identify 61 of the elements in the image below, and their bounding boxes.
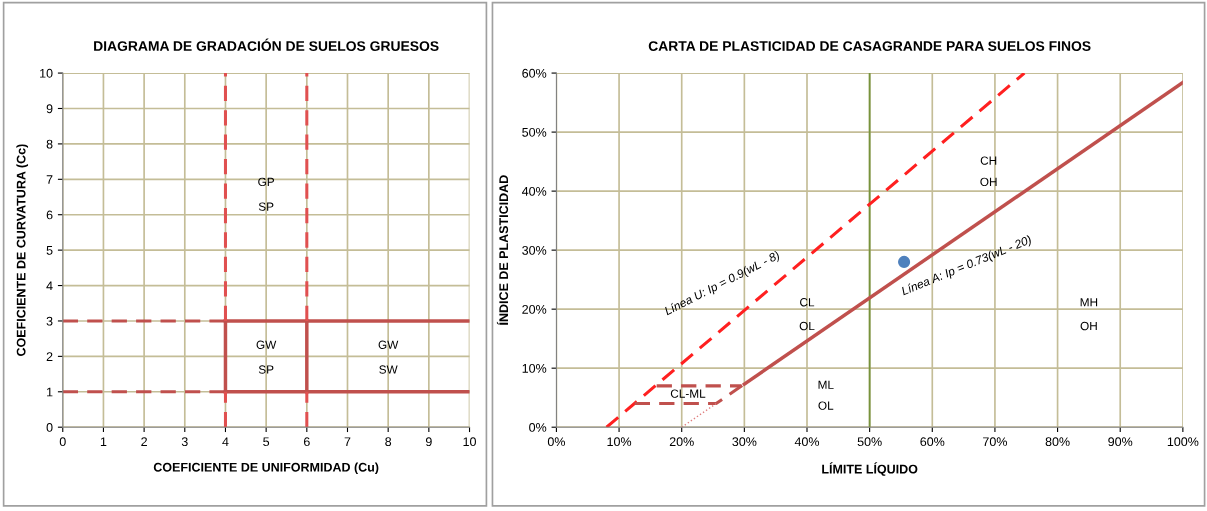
annotation: CH	[980, 156, 997, 165]
x-tick-label: 3	[181, 437, 188, 447]
annotation: SP	[258, 365, 274, 374]
annotation: OL	[818, 401, 834, 410]
x-tick-label: 10	[463, 437, 476, 447]
annotation: CL-ML	[670, 389, 706, 398]
x-axis-title: LÍMITE LÍQUIDO	[822, 462, 918, 476]
y-tick-label: 7	[46, 175, 53, 184]
y-tick-label: 0%	[529, 423, 547, 432]
x-tick-label: 90%	[1108, 437, 1133, 447]
x-tick-label: 0%	[547, 437, 566, 447]
annotation: GP	[258, 177, 275, 187]
y-tick-label: 50%	[522, 127, 547, 137]
x-tick-label: 70%	[983, 437, 1007, 447]
x-tick-label: 6	[303, 437, 310, 447]
annotation: GW	[378, 340, 399, 349]
annotation: SP	[258, 202, 274, 211]
annotation: SW	[379, 365, 398, 374]
y-tick-label: 10	[40, 68, 53, 78]
y-tick-label: 8	[46, 139, 53, 149]
x-tick-label: 4	[222, 437, 229, 446]
x-tick-label: 7	[344, 437, 351, 446]
annotation: ML	[818, 380, 834, 389]
y-tick-label: 9	[46, 104, 53, 114]
y-tick-label: 10%	[522, 363, 547, 373]
y-axis-title: COEFICIENTE DE CURVATURA (Cc)	[16, 144, 29, 356]
x-tick-label: 5	[263, 437, 270, 447]
x-tick-label: 40%	[794, 437, 820, 447]
x-tick-label: 60%	[920, 437, 945, 447]
y-tick-label: 40%	[521, 186, 547, 196]
y-tick-label: 3	[46, 316, 53, 326]
annotation: CL	[800, 298, 815, 307]
annotation: OH	[1080, 321, 1097, 331]
y-tick-label: 60%	[522, 68, 547, 78]
x-tick-label: 100%	[1167, 437, 1199, 447]
y-tick-label: 2	[46, 352, 53, 361]
y-tick-label: 20%	[522, 304, 547, 314]
x-tick-label: 20%	[669, 437, 694, 447]
x-tick-label: 1	[100, 437, 107, 446]
annotation: OL	[799, 321, 815, 331]
x-tick-label: 9	[425, 437, 432, 447]
y-tick-label: 5	[46, 246, 53, 255]
annotation: OH	[980, 177, 997, 187]
annotation: GW	[256, 340, 277, 349]
x-tick-label: 50%	[857, 437, 882, 447]
x-tick-label: 80%	[1045, 437, 1070, 447]
y-tick-label: 4	[46, 281, 53, 291]
annotation: MH	[1080, 298, 1098, 307]
x-tick-label: 10%	[607, 437, 632, 447]
y-tick-label: 1	[47, 387, 53, 397]
x-tick-label: 2	[141, 437, 147, 446]
x-tick-label: 30%	[732, 437, 757, 447]
y-axis-title: ÍNDICE DE PLASTICIDAD	[496, 175, 509, 325]
x-tick-label: 8	[385, 437, 392, 447]
y-tick-label: 0	[46, 423, 53, 432]
chart-title: CARTA DE PLASTICIDAD DE CASAGRANDE PARA SUELOS FINOS	[648, 41, 1091, 51]
y-tick-label: 6	[46, 210, 53, 220]
x-tick-label: 0	[59, 437, 66, 447]
chart-title: DIAGRAMA DE GRADACIÓN DE SUELOS GRUESOS	[94, 38, 439, 51]
y-tick-label: 30%	[522, 245, 547, 255]
x-axis-title: COEFICIENTE DE UNIFORMIDAD (Cu)	[153, 462, 379, 475]
